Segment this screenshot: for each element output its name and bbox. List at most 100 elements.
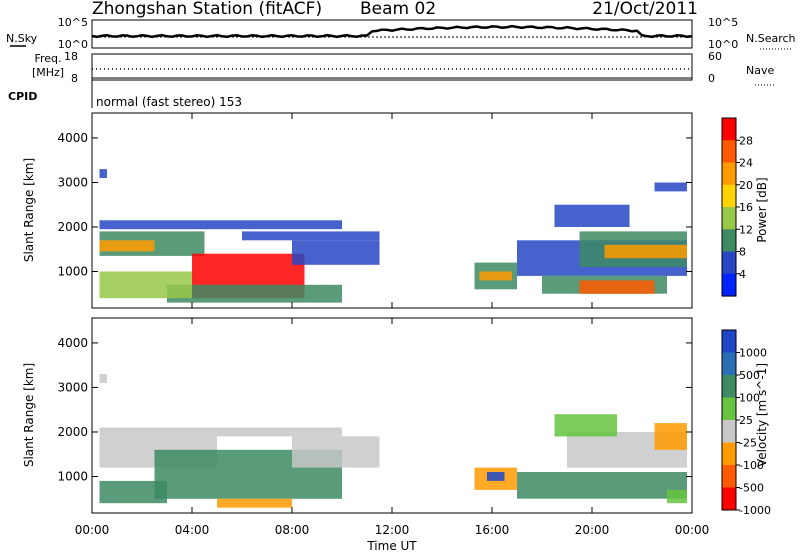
colorbar-tick-label: 16 [739, 201, 753, 214]
power-heatmap [99, 169, 687, 303]
colorbar-tick-label: 28 [739, 134, 753, 147]
colorbar-swatch [722, 442, 736, 466]
velocity-patch [99, 427, 342, 437]
velocity-colorbar-label: Velocity [m s^-1] [755, 363, 769, 467]
noise-sky-line [91, 24, 693, 39]
nave-tick-bottom: 0 [708, 72, 715, 85]
date-label: 21/Oct/2011 [592, 0, 698, 19]
power-patch [242, 231, 380, 241]
velocity-patch [292, 436, 380, 468]
time-x-axis: 00:00 04:00 08:00 12:00 16:00 20:00 00:00 [75, 113, 710, 537]
nsky-label: N.Sky [6, 32, 38, 45]
velocity-patch [99, 480, 167, 504]
colorbar-tick-label: -100 [739, 459, 764, 472]
noise-tick-top-right: 10^5 [708, 16, 738, 29]
colorbar-tick-label: -500 [739, 482, 764, 495]
colorbar-tick-label: 24 [739, 157, 753, 170]
colorbar-swatch [722, 273, 736, 297]
x-tick-label: 12:00 [375, 523, 410, 537]
noise-tick-bottom-right: 10^0 [708, 38, 738, 51]
colorbar-swatch [722, 207, 736, 230]
y-tick-label: 2000 [57, 220, 88, 234]
y-tick-label: 3000 [57, 175, 88, 189]
nave-label: Nave [746, 64, 774, 77]
colorbar-tick-label: 25 [739, 414, 753, 427]
cpid-text: normal (fast stereo) 153 [96, 95, 242, 109]
colorbar-tick-label: 12 [739, 223, 753, 236]
velocity-y-axis: 4000 3000 2000 1000 [57, 336, 692, 483]
x-tick-label: 00:00 [75, 523, 110, 537]
station-title: Zhongshan Station (fitACF) [92, 0, 322, 19]
x-tick-label: 16:00 [475, 523, 510, 537]
x-tick-label: 00:00 [675, 523, 710, 537]
power-patch [99, 240, 155, 252]
x-tick-label: 20:00 [575, 523, 610, 537]
noise-tick-bottom-left: 10^0 [58, 38, 88, 51]
colorbar-swatch [722, 397, 736, 421]
y-tick-label: 1000 [57, 264, 88, 278]
colorbar-swatch [722, 487, 736, 511]
colorbar-tick-label: 100 [739, 392, 760, 405]
colorbar-tick-label: -1000 [739, 504, 771, 517]
power-patch [554, 204, 630, 227]
cpid-label: CPID [8, 90, 37, 103]
colorbar-tick-label: 1000 [739, 347, 767, 360]
power-colorbar: 28 24 20 16 12 8 4 [721, 117, 753, 297]
velocity-patch [487, 472, 505, 481]
x-tick-label: 04:00 [175, 523, 210, 537]
colorbar-swatch [722, 140, 736, 164]
power-patch [292, 240, 380, 265]
power-y-label: Slant Range [km] [22, 158, 36, 262]
nsearch-label: N.Search [746, 32, 796, 45]
colorbar-swatch [722, 184, 736, 208]
freq-unit: [MHz] [32, 66, 64, 79]
colorbar-swatch [722, 251, 736, 275]
velocity-patch [554, 414, 617, 437]
time-x-label: Time UT [366, 539, 417, 553]
colorbar-tick-label: 20 [739, 179, 753, 192]
colorbar-tick-label: 8 [739, 246, 746, 259]
colorbar-swatch [722, 420, 736, 443]
nave-tick-top: 60 [708, 50, 722, 63]
power-y-axis: 4000 3000 2000 1000 [57, 131, 692, 278]
noise-panel [91, 19, 693, 49]
colorbar-swatch [722, 352, 736, 376]
freq-tick-bottom: 8 [71, 72, 78, 85]
power-patch [654, 182, 687, 192]
power-patch [99, 271, 192, 299]
power-patch [99, 169, 107, 178]
y-tick-label: 3000 [57, 380, 88, 394]
power-patch [604, 244, 687, 259]
power-patch [579, 280, 655, 294]
velocity-patch [99, 374, 107, 383]
freq-tick-top: 18 [64, 50, 78, 63]
noise-tick-top-left: 10^5 [58, 16, 88, 29]
colorbar-swatch [722, 330, 736, 353]
velocity-y-label: Slant Range [km] [22, 363, 36, 467]
velocity-patch [667, 489, 687, 504]
freq-label: Freq. [34, 52, 61, 65]
beam-label: Beam 02 [360, 0, 436, 19]
y-tick-label: 4000 [57, 336, 88, 350]
velocity-colorbar: 1000 500 100 25 -25 -100 -500 -1000 [721, 329, 771, 517]
y-tick-label: 1000 [57, 469, 88, 483]
velocity-patch [217, 498, 292, 508]
colorbar-swatch [722, 375, 736, 398]
colorbar-swatch [722, 162, 736, 186]
y-tick-label: 2000 [57, 425, 88, 439]
colorbar-tick-label: -25 [739, 437, 757, 450]
colorbar-tick-label: 500 [739, 369, 760, 382]
colorbar-swatch [722, 229, 736, 253]
freq-panel [91, 53, 693, 81]
colorbar-swatch [722, 118, 736, 141]
colorbar-tick-label: 4 [739, 268, 746, 281]
velocity-patch [517, 472, 687, 499]
velocity-heatmap [99, 374, 687, 508]
power-patch [167, 284, 342, 303]
colorbar-swatch [722, 465, 736, 488]
velocity-patch [654, 423, 687, 450]
power-colorbar-label: Power [dB] [755, 177, 769, 242]
power-patch [99, 220, 342, 230]
y-tick-label: 4000 [57, 131, 88, 145]
